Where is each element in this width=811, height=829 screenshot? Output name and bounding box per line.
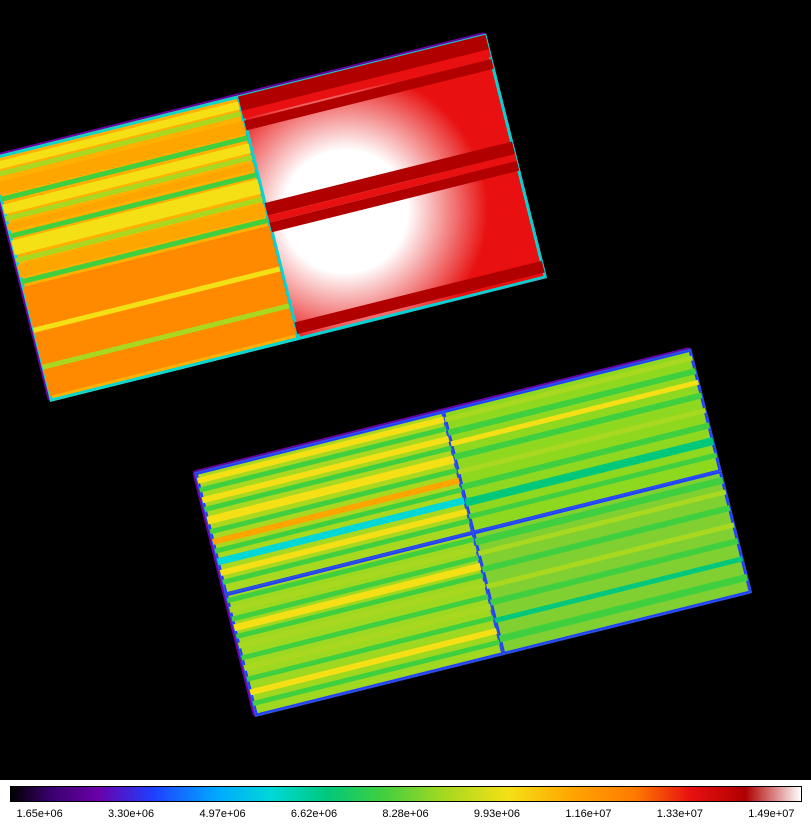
colorbar-tick: 3.30e+06 bbox=[108, 808, 154, 820]
colorbar-tick: 1.33e+07 bbox=[657, 808, 703, 820]
colorbar-tick: 1.16e+07 bbox=[565, 808, 611, 820]
colorbar-container: 1.65e+06 3.30e+06 4.97e+06 6.62e+06 8.28e+06… bbox=[0, 786, 811, 820]
colorbar-tick: 4.97e+06 bbox=[199, 808, 245, 820]
colorbar-tick: 6.62e+06 bbox=[291, 808, 337, 820]
heatmap-stripe bbox=[242, 49, 491, 118]
heatmap-stripe bbox=[268, 154, 517, 223]
colorbar-tick: 8.28e+06 bbox=[382, 808, 428, 820]
bottom-panel bbox=[192, 347, 752, 718]
heatmap-stripe bbox=[490, 538, 739, 606]
colorbar-tick: 1.65e+06 bbox=[17, 808, 63, 820]
colorbar-tick: 9.93e+06 bbox=[474, 808, 520, 820]
colorbar-tick: 1.49e+07 bbox=[748, 808, 794, 820]
colorbar-gradient bbox=[10, 786, 802, 802]
colorbar-ticks: 1.65e+06 3.30e+06 4.97e+06 6.62e+06 8.28e+06… bbox=[11, 808, 801, 820]
heatmap-stripe bbox=[294, 260, 544, 334]
visualization-canvas bbox=[0, 0, 811, 780]
top-panel bbox=[0, 32, 547, 403]
